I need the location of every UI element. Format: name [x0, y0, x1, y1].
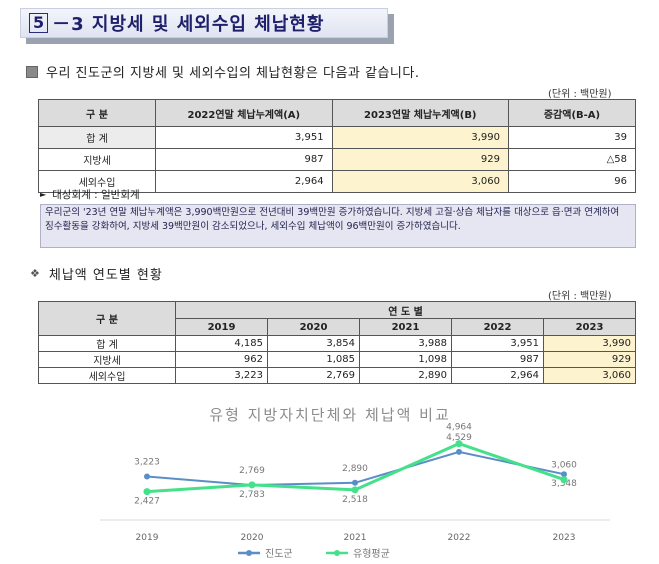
table-row: 합 계 3,951 3,990 39	[38, 126, 636, 149]
year-cell: 1,098	[359, 351, 452, 368]
unit-label: (단위 : 백만원)	[548, 89, 612, 100]
data-point	[352, 479, 358, 486]
legend-marker	[334, 550, 340, 556]
cell-2023: 929	[331, 148, 510, 171]
data-label: 2,427	[134, 497, 160, 507]
year-header: 2023	[543, 318, 636, 336]
data-label: 3,223	[134, 458, 160, 468]
table1-header: 2022연말 체납누계액(A)	[155, 99, 333, 127]
table-row: 지방세 987 929 △58	[38, 148, 636, 171]
row-label: 합 계	[38, 126, 156, 149]
year-cell: 2,964	[451, 367, 544, 384]
cell-diff: 96	[508, 170, 636, 193]
year-cell: 3,854	[267, 335, 360, 352]
table2-corner: 구 분	[38, 301, 176, 336]
x-tick-label: 2020	[241, 533, 264, 543]
cell-2022: 3,951	[155, 126, 333, 149]
table1-header: 증감액(B-A)	[508, 99, 636, 127]
row-label: 세외수입	[38, 170, 156, 193]
yearly-heading: ❖ 체납액 연도별 현황	[30, 264, 163, 283]
unit-label-2: (단위 : 백만원)	[548, 291, 612, 302]
year-cell: 962	[175, 351, 268, 368]
section-title-box: 5 －3 지방세 및 세외수입 체납현황	[20, 8, 388, 38]
year-cell: 3,988	[359, 335, 452, 352]
table1-header: 구 분	[38, 99, 156, 127]
data-point	[456, 448, 462, 455]
year-header: 2021	[359, 318, 452, 336]
year-cell: 3,951	[451, 335, 544, 352]
data-point	[351, 486, 359, 494]
x-tick-label: 2021	[344, 533, 367, 543]
yearly-heading-text: 체납액 연도별 현황	[48, 268, 163, 283]
year-header: 2022	[451, 318, 544, 336]
row-label: 지방세	[38, 351, 176, 368]
data-point	[560, 476, 568, 484]
data-label: 2,518	[342, 495, 368, 505]
year-cell: 987	[451, 351, 544, 368]
cell-diff: △58	[508, 148, 636, 171]
year-cell: 4,185	[175, 335, 268, 352]
x-tick-label: 2022	[448, 533, 471, 543]
section-number: 5	[29, 13, 49, 33]
data-label: 3,060	[551, 461, 577, 471]
data-point	[144, 473, 150, 480]
table-row: 세외수입 2,964 3,060 96	[38, 170, 636, 193]
chart-title: 유형 지방자치단체와 체납액 비교	[209, 406, 451, 424]
data-point	[455, 440, 463, 448]
year-cell: 929	[543, 351, 636, 368]
cell-diff: 39	[508, 126, 636, 149]
legend-label: 유형평균	[353, 548, 390, 560]
year-header: 2020	[267, 318, 360, 336]
row-label: 지방세	[38, 148, 156, 171]
row-label: 세외수입	[38, 367, 176, 384]
table-row: 합 계 4,185 3,854 3,988 3,951 3,990	[38, 335, 636, 352]
data-label: 2,783	[239, 490, 265, 500]
intro-line: 우리 진도군의 지방세 및 세외수입의 체납현황은 다음과 같습니다.	[26, 62, 419, 81]
year-header: 2019	[175, 318, 268, 336]
intro-text: 우리 진도군의 지방세 및 세외수입의 체납현황은 다음과 같습니다.	[46, 66, 420, 81]
year-cell: 1,085	[267, 351, 360, 368]
year-cell: 2,769	[267, 367, 360, 384]
x-tick-label: 2019	[136, 533, 159, 543]
row-label: 합 계	[38, 335, 176, 352]
data-label: 3,348	[551, 479, 577, 489]
cell-2022: 987	[155, 148, 333, 171]
data-label: 4,529	[446, 433, 472, 443]
table-row: 지방세 962 1,085 1,098 987 929	[38, 351, 636, 368]
arrears-summary-table: 구 분 2022연말 체납누계액(A) 2023연말 체납누계액(B) 증감액(…	[38, 99, 636, 193]
data-label: 2,890	[342, 464, 368, 474]
legend-marker	[246, 550, 252, 556]
diamond-bullet-icon: ❖	[30, 267, 41, 280]
year-cell: 3,223	[175, 367, 268, 384]
yearly-arrears-table: 구 분 연 도 별 2019 2020 2021 2022 2023 합 계 4…	[38, 301, 636, 384]
year-cell: 3,060	[543, 367, 636, 384]
x-tick-label: 2023	[553, 533, 576, 543]
cell-2023: 3,060	[331, 170, 510, 193]
data-label: 4,964	[446, 423, 472, 433]
section-title: －3 지방세 및 세외수입 체납현황	[52, 14, 325, 35]
line-chart-svg: 유형 지방자치단체와 체납액 비교 2019 2020 2021 2022 2023 3,2…	[100, 406, 610, 560]
cell-2022: 2,964	[155, 170, 333, 193]
target-account-text: 대상회계 : 일반회계	[52, 189, 140, 201]
data-label: 2,769	[239, 466, 265, 476]
data-point	[143, 488, 151, 496]
data-point	[248, 481, 256, 489]
square-bullet-icon	[26, 65, 38, 78]
description-box: 우리군의 '23년 연말 체납누계액은 3,990백만원으로 전년대비 39백만…	[40, 204, 636, 248]
year-cell: 3,990	[543, 335, 636, 352]
triangle-bullet-icon: ►	[40, 190, 47, 199]
target-account-note: ► 대상회계 : 일반회계	[40, 187, 140, 202]
data-point	[561, 471, 567, 478]
cell-2023: 3,990	[331, 126, 510, 149]
legend-label: 진도군	[265, 548, 293, 560]
year-cell: 2,890	[359, 367, 452, 384]
table1-header: 2023연말 체납누계액(B)	[331, 99, 510, 127]
table-row: 세외수입 3,223 2,769 2,890 2,964 3,060	[38, 367, 636, 384]
table2-group-header: 연 도 별	[175, 301, 636, 319]
comparison-chart: 유형 지방자치단체와 체납액 비교 2019 2020 2021 2022 2023 3,2…	[0, 398, 659, 560]
